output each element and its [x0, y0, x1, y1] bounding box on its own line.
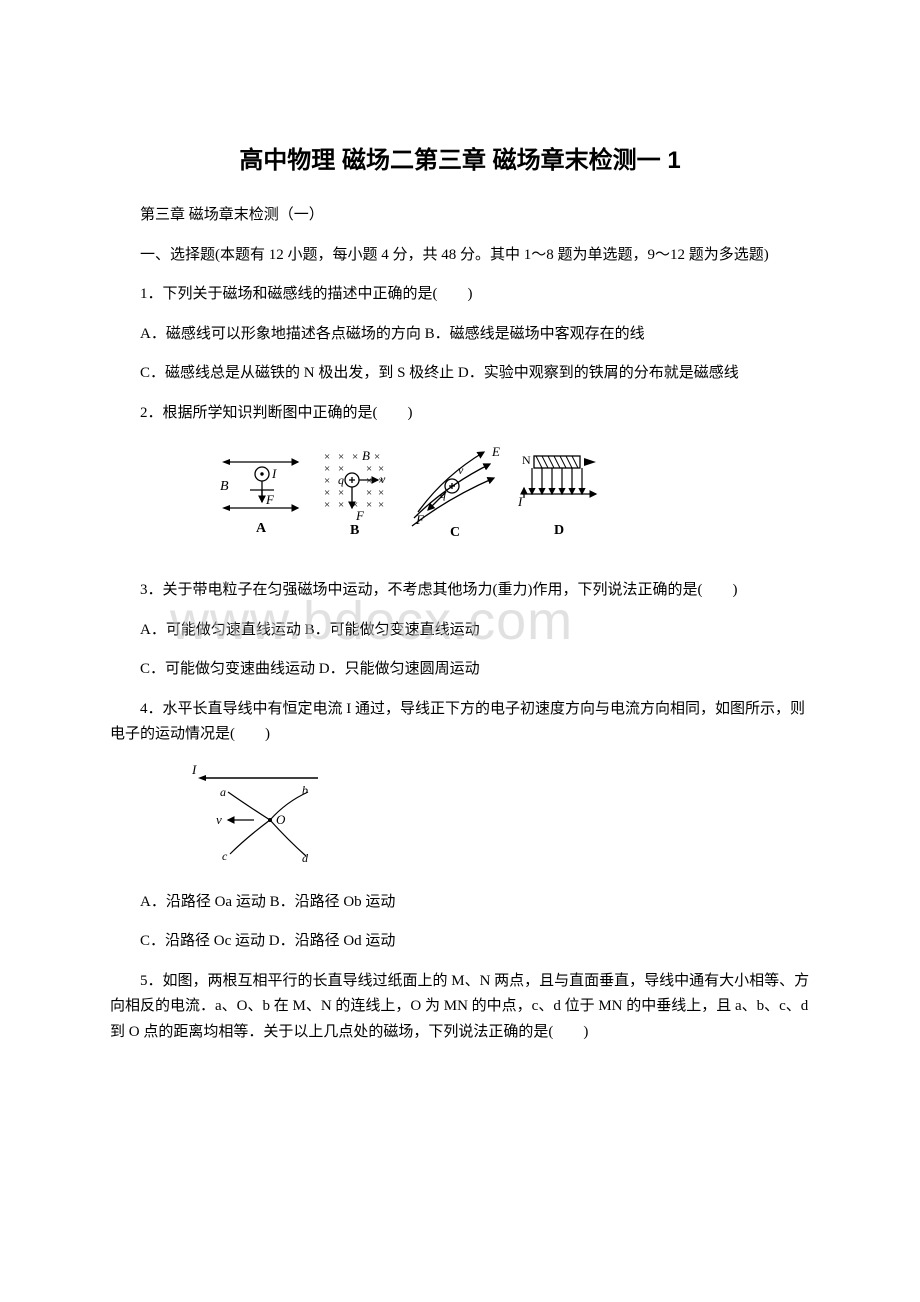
q4-label-b: b	[302, 783, 308, 797]
svg-text:×: ×	[338, 487, 344, 499]
svg-text:×: ×	[366, 475, 372, 487]
svg-text:×: ×	[374, 451, 380, 463]
q3-optA: A．可能做匀速直线运动 B．可能做匀变速直线运动	[110, 618, 810, 644]
subtitle: 第三章 磁场章末检测（一）	[110, 203, 810, 229]
q2-panel-D: D	[554, 523, 564, 538]
q4-label-v: v	[216, 812, 222, 827]
q2-label-F-A: F	[265, 492, 275, 507]
q2-label-N: N	[522, 453, 531, 467]
q2-label-E: E	[491, 444, 500, 459]
q2-label-B-panelB: B	[362, 448, 370, 463]
svg-text:×: ×	[366, 499, 372, 511]
svg-text:×: ×	[366, 487, 372, 499]
svg-text:×: ×	[324, 499, 330, 511]
q3-stem: 3．关于带电粒子在匀强磁场中运动，不考虑其他场力(重力)作用，下列说法正确的是(…	[110, 578, 810, 604]
q4-label-a: a	[220, 785, 226, 799]
svg-text:×: ×	[324, 451, 330, 463]
q1-optA: A．磁感线可以形象地描述各点磁场的方向 B．磁感线是磁场中客观存在的线	[110, 322, 810, 348]
q4-stem: 4．水平长直导线中有恒定电流 I 通过，导线正下方的电子初速度方向与电流方向相同…	[110, 697, 810, 748]
q2-stem: 2．根据所学知识判断图中正确的是( )	[110, 401, 810, 427]
q2-panel-A: A	[256, 521, 267, 536]
svg-text:×: ×	[324, 487, 330, 499]
svg-text:×: ×	[338, 451, 344, 463]
q1-stem: 1．下列关于磁场和磁感线的描述中正确的是( )	[110, 282, 810, 308]
svg-text:×: ×	[338, 499, 344, 511]
svg-text:×: ×	[378, 487, 384, 499]
section-intro: 一、选择题(本题有 12 小题，每小题 4 分，共 48 分。其中 1～8 题为…	[110, 243, 810, 269]
q2-label-v-B: v	[380, 472, 386, 486]
q2-label-v-C: v	[458, 463, 464, 477]
q2-label-Bleft: B	[220, 479, 229, 494]
q2-label-I: I	[271, 466, 277, 481]
q2-label-q-B: q	[338, 473, 344, 487]
svg-text:×: ×	[366, 463, 372, 475]
q2-figure: I F B A ×××× ×××× ××× ×××× ××××× B	[220, 440, 810, 560]
q3-optC: C．可能做匀变速曲线运动 D．只能做匀速圆周运动	[110, 657, 810, 683]
q1-optC: C．磁感线总是从磁铁的 N 极出发，到 S 极终止 D．实验中观察到的铁屑的分布…	[110, 361, 810, 387]
q2-label-F-C: F	[415, 512, 425, 527]
page-title: 高中物理 磁场二第三章 磁场章末检测一 1	[110, 140, 810, 175]
q2-panel-B: B	[350, 523, 359, 538]
q4-label-d: d	[302, 851, 309, 865]
svg-text:×: ×	[324, 463, 330, 475]
svg-text:×: ×	[352, 451, 358, 463]
q2-panel-C: C	[450, 525, 460, 540]
q4-label-c: c	[222, 849, 228, 863]
q2-label-I-D: I	[517, 494, 523, 509]
svg-text:×: ×	[324, 475, 330, 487]
q2-label-F-B: F	[355, 508, 365, 523]
q4-figure: I O v a b c d	[190, 762, 810, 872]
q4-label-I: I	[191, 762, 197, 777]
q5-stem: 5．如图，两根互相平行的长直导线过纸面上的 M、N 两点，且与直面垂直，导线中通…	[110, 969, 810, 1046]
q4-label-O: O	[276, 812, 286, 827]
q4-optC: C．沿路径 Oc 运动 D．沿路径 Od 运动	[110, 929, 810, 955]
q2-label-q-C: q	[440, 487, 446, 501]
q4-optA: A．沿路径 Oa 运动 B．沿路径 Ob 运动	[110, 890, 810, 916]
svg-text:×: ×	[378, 499, 384, 511]
